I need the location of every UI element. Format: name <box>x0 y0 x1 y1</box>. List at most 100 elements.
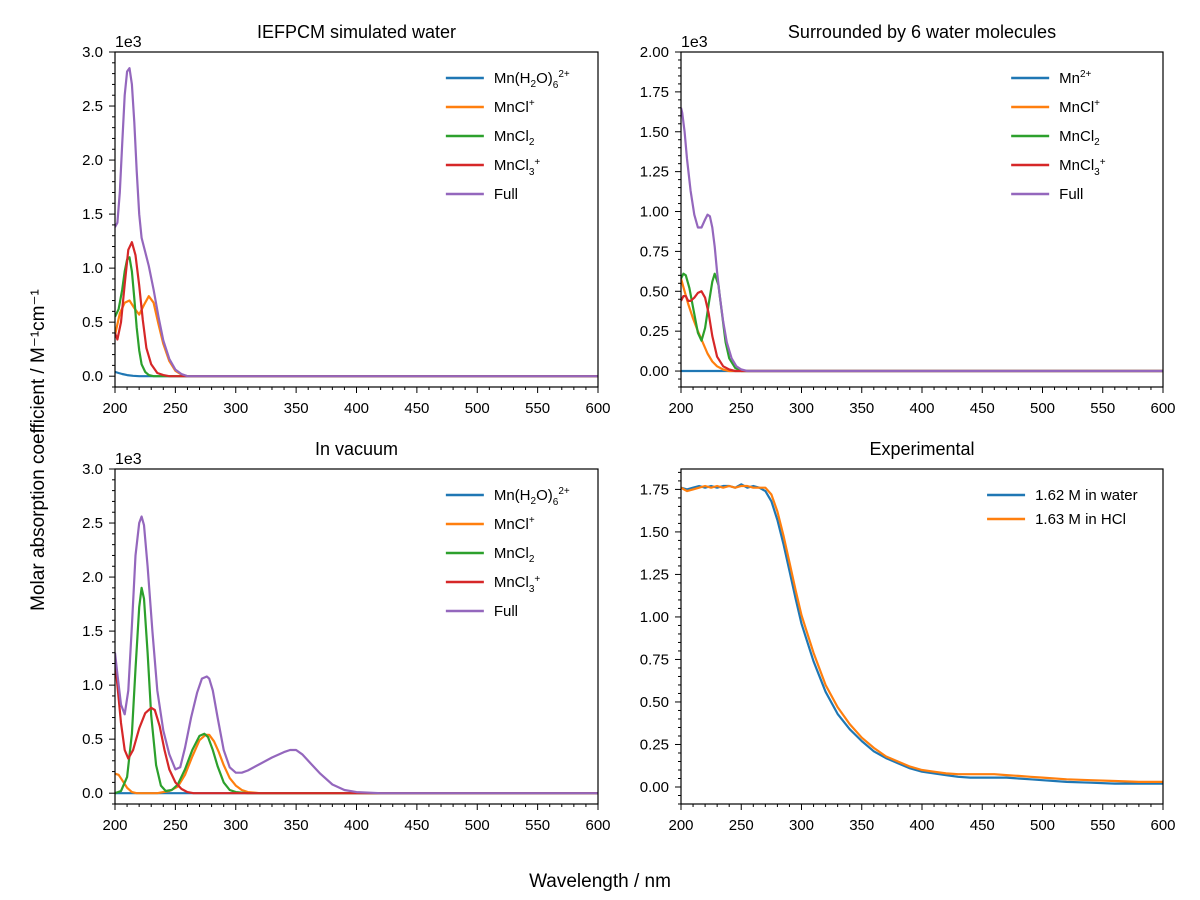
y-tick-label: 1.25 <box>640 164 669 181</box>
y-tick-label: 0.25 <box>640 323 669 340</box>
series-line-2 <box>115 295 598 378</box>
y-tick-label: 1.5 <box>82 623 103 640</box>
y-tick-label: 2.0 <box>82 569 103 586</box>
y-tick-label: 1.25 <box>640 566 669 583</box>
y-multiplier: 1e3 <box>115 451 142 468</box>
x-tick-label: 600 <box>585 817 610 834</box>
legend-label: Full <box>494 186 518 203</box>
y-tick-label: 2.0 <box>82 152 103 169</box>
legend-label: MnCl+ <box>494 98 535 116</box>
figure-xlabel: Wavelength / nm <box>529 871 671 892</box>
x-tick-label: 250 <box>163 817 188 834</box>
series-line-1 <box>681 483 1163 785</box>
x-tick-label: 300 <box>789 400 814 417</box>
legend: Mn(H2O)62+ MnCl+ MnCl2 MnCl3+ Full <box>445 486 570 620</box>
legend: 1.62 M in water 1.63 M in HCl <box>987 487 1138 528</box>
y-tick-label: 2.00 <box>640 44 669 61</box>
x-tick-label: 550 <box>1090 817 1115 834</box>
series-line-4 <box>115 241 598 378</box>
x-tick-label: 400 <box>344 400 369 417</box>
x-tick-label: 200 <box>102 817 127 834</box>
x-tick-label: 400 <box>909 817 934 834</box>
x-tick-label: 250 <box>729 400 754 417</box>
chart-title: IEFPCM simulated water <box>257 22 456 42</box>
legend: Mn2+ MnCl+ MnCl2 MnCl3+ Full <box>1011 69 1106 203</box>
legend-label: Full <box>1059 186 1083 203</box>
y-tick-label: 1.50 <box>640 524 669 541</box>
x-tick-label: 550 <box>525 400 550 417</box>
x-tick-label: 400 <box>344 817 369 834</box>
y-tick-label: 0.75 <box>640 651 669 668</box>
x-tick-label: 250 <box>729 817 754 834</box>
y-tick-label: 2.5 <box>82 98 103 115</box>
y-tick-label: 2.5 <box>82 515 103 532</box>
y-tick-label: 1.5 <box>82 206 103 223</box>
y-tick-label: 0.00 <box>640 363 669 380</box>
y-tick-label: 1.0 <box>82 260 103 277</box>
series-line-5 <box>681 107 1163 373</box>
x-tick-label: 350 <box>284 400 309 417</box>
x-tick-label: 550 <box>1090 400 1115 417</box>
x-tick-label: 600 <box>1150 400 1175 417</box>
y-multiplier: 1e3 <box>681 34 708 51</box>
y-tick-label: 1.75 <box>640 481 669 498</box>
legend-label: Mn2+ <box>1059 69 1091 87</box>
legend-label: 1.62 M in water <box>1035 487 1138 504</box>
y-tick-label: 3.0 <box>82 461 103 478</box>
series-line-2 <box>681 278 1163 373</box>
x-tick-label: 300 <box>223 817 248 834</box>
legend-label: MnCl2 <box>494 128 535 148</box>
legend-label: Full <box>494 603 518 620</box>
x-tick-label: 400 <box>909 400 934 417</box>
series-line-3 <box>681 272 1163 373</box>
series-line-2 <box>115 733 598 795</box>
y-tick-label: 3.0 <box>82 44 103 61</box>
x-tick-label: 550 <box>525 817 550 834</box>
y-tick-label: 1.75 <box>640 84 669 101</box>
x-tick-label: 200 <box>102 400 127 417</box>
chart-title: Surrounded by 6 water molecules <box>788 22 1056 42</box>
legend-label: MnCl2 <box>1059 128 1100 148</box>
chart-title: Experimental <box>869 439 974 459</box>
legend-label: MnCl3+ <box>1059 157 1106 178</box>
y-tick-label: 1.00 <box>640 204 669 221</box>
series-line-5 <box>115 67 598 378</box>
series-line-3 <box>115 256 598 378</box>
y-tick-label: 0.50 <box>640 694 669 711</box>
legend-label: MnCl3+ <box>494 574 541 595</box>
chart-panel-4: Experimental 200 250 300 350 400 450 500 550 600 0… <box>640 439 1176 834</box>
legend-label: 1.63 M in HCl <box>1035 511 1126 528</box>
y-multiplier: 1e3 <box>115 34 142 51</box>
y-tick-label: 0.00 <box>640 779 669 796</box>
chart-panel-1: IEFPCM simulated water 1e3 200 250 300 350 400… <box>82 22 610 417</box>
legend: Mn(H2O)62+ MnCl+ MnCl2 MnCl3+ Full <box>445 69 570 203</box>
x-tick-label: 500 <box>1030 817 1055 834</box>
x-tick-label: 500 <box>465 817 490 834</box>
x-tick-label: 500 <box>1030 400 1055 417</box>
legend-label: MnCl+ <box>494 515 535 533</box>
x-tick-label: 200 <box>668 817 693 834</box>
x-tick-label: 600 <box>1150 817 1175 834</box>
chart-title: In vacuum <box>315 439 398 459</box>
series-line-3 <box>115 586 598 795</box>
x-tick-label: 350 <box>849 817 874 834</box>
series-line-4 <box>681 290 1163 373</box>
series-line-4 <box>115 661 598 795</box>
y-tick-label: 0.0 <box>82 785 103 802</box>
y-tick-label: 0.5 <box>82 731 103 748</box>
y-tick-label: 1.00 <box>640 609 669 626</box>
series-line-2 <box>681 484 1163 784</box>
series-line-5 <box>115 515 598 795</box>
legend-label: Mn(H2O)62+ <box>494 486 570 508</box>
x-tick-label: 350 <box>284 817 309 834</box>
y-tick-label: 0.5 <box>82 314 103 331</box>
x-tick-label: 450 <box>404 817 429 834</box>
y-tick-label: 1.50 <box>640 124 669 141</box>
x-tick-label: 600 <box>585 400 610 417</box>
x-tick-label: 450 <box>970 817 995 834</box>
chart-panel-3: In vacuum 1e3 200 250 300 350 400 450 500 550 600 0… <box>82 439 610 834</box>
chart-panel-2: Surrounded by 6 water molecules 1e3 200 250… <box>640 22 1176 417</box>
x-tick-label: 350 <box>849 400 874 417</box>
x-tick-label: 200 <box>668 400 693 417</box>
